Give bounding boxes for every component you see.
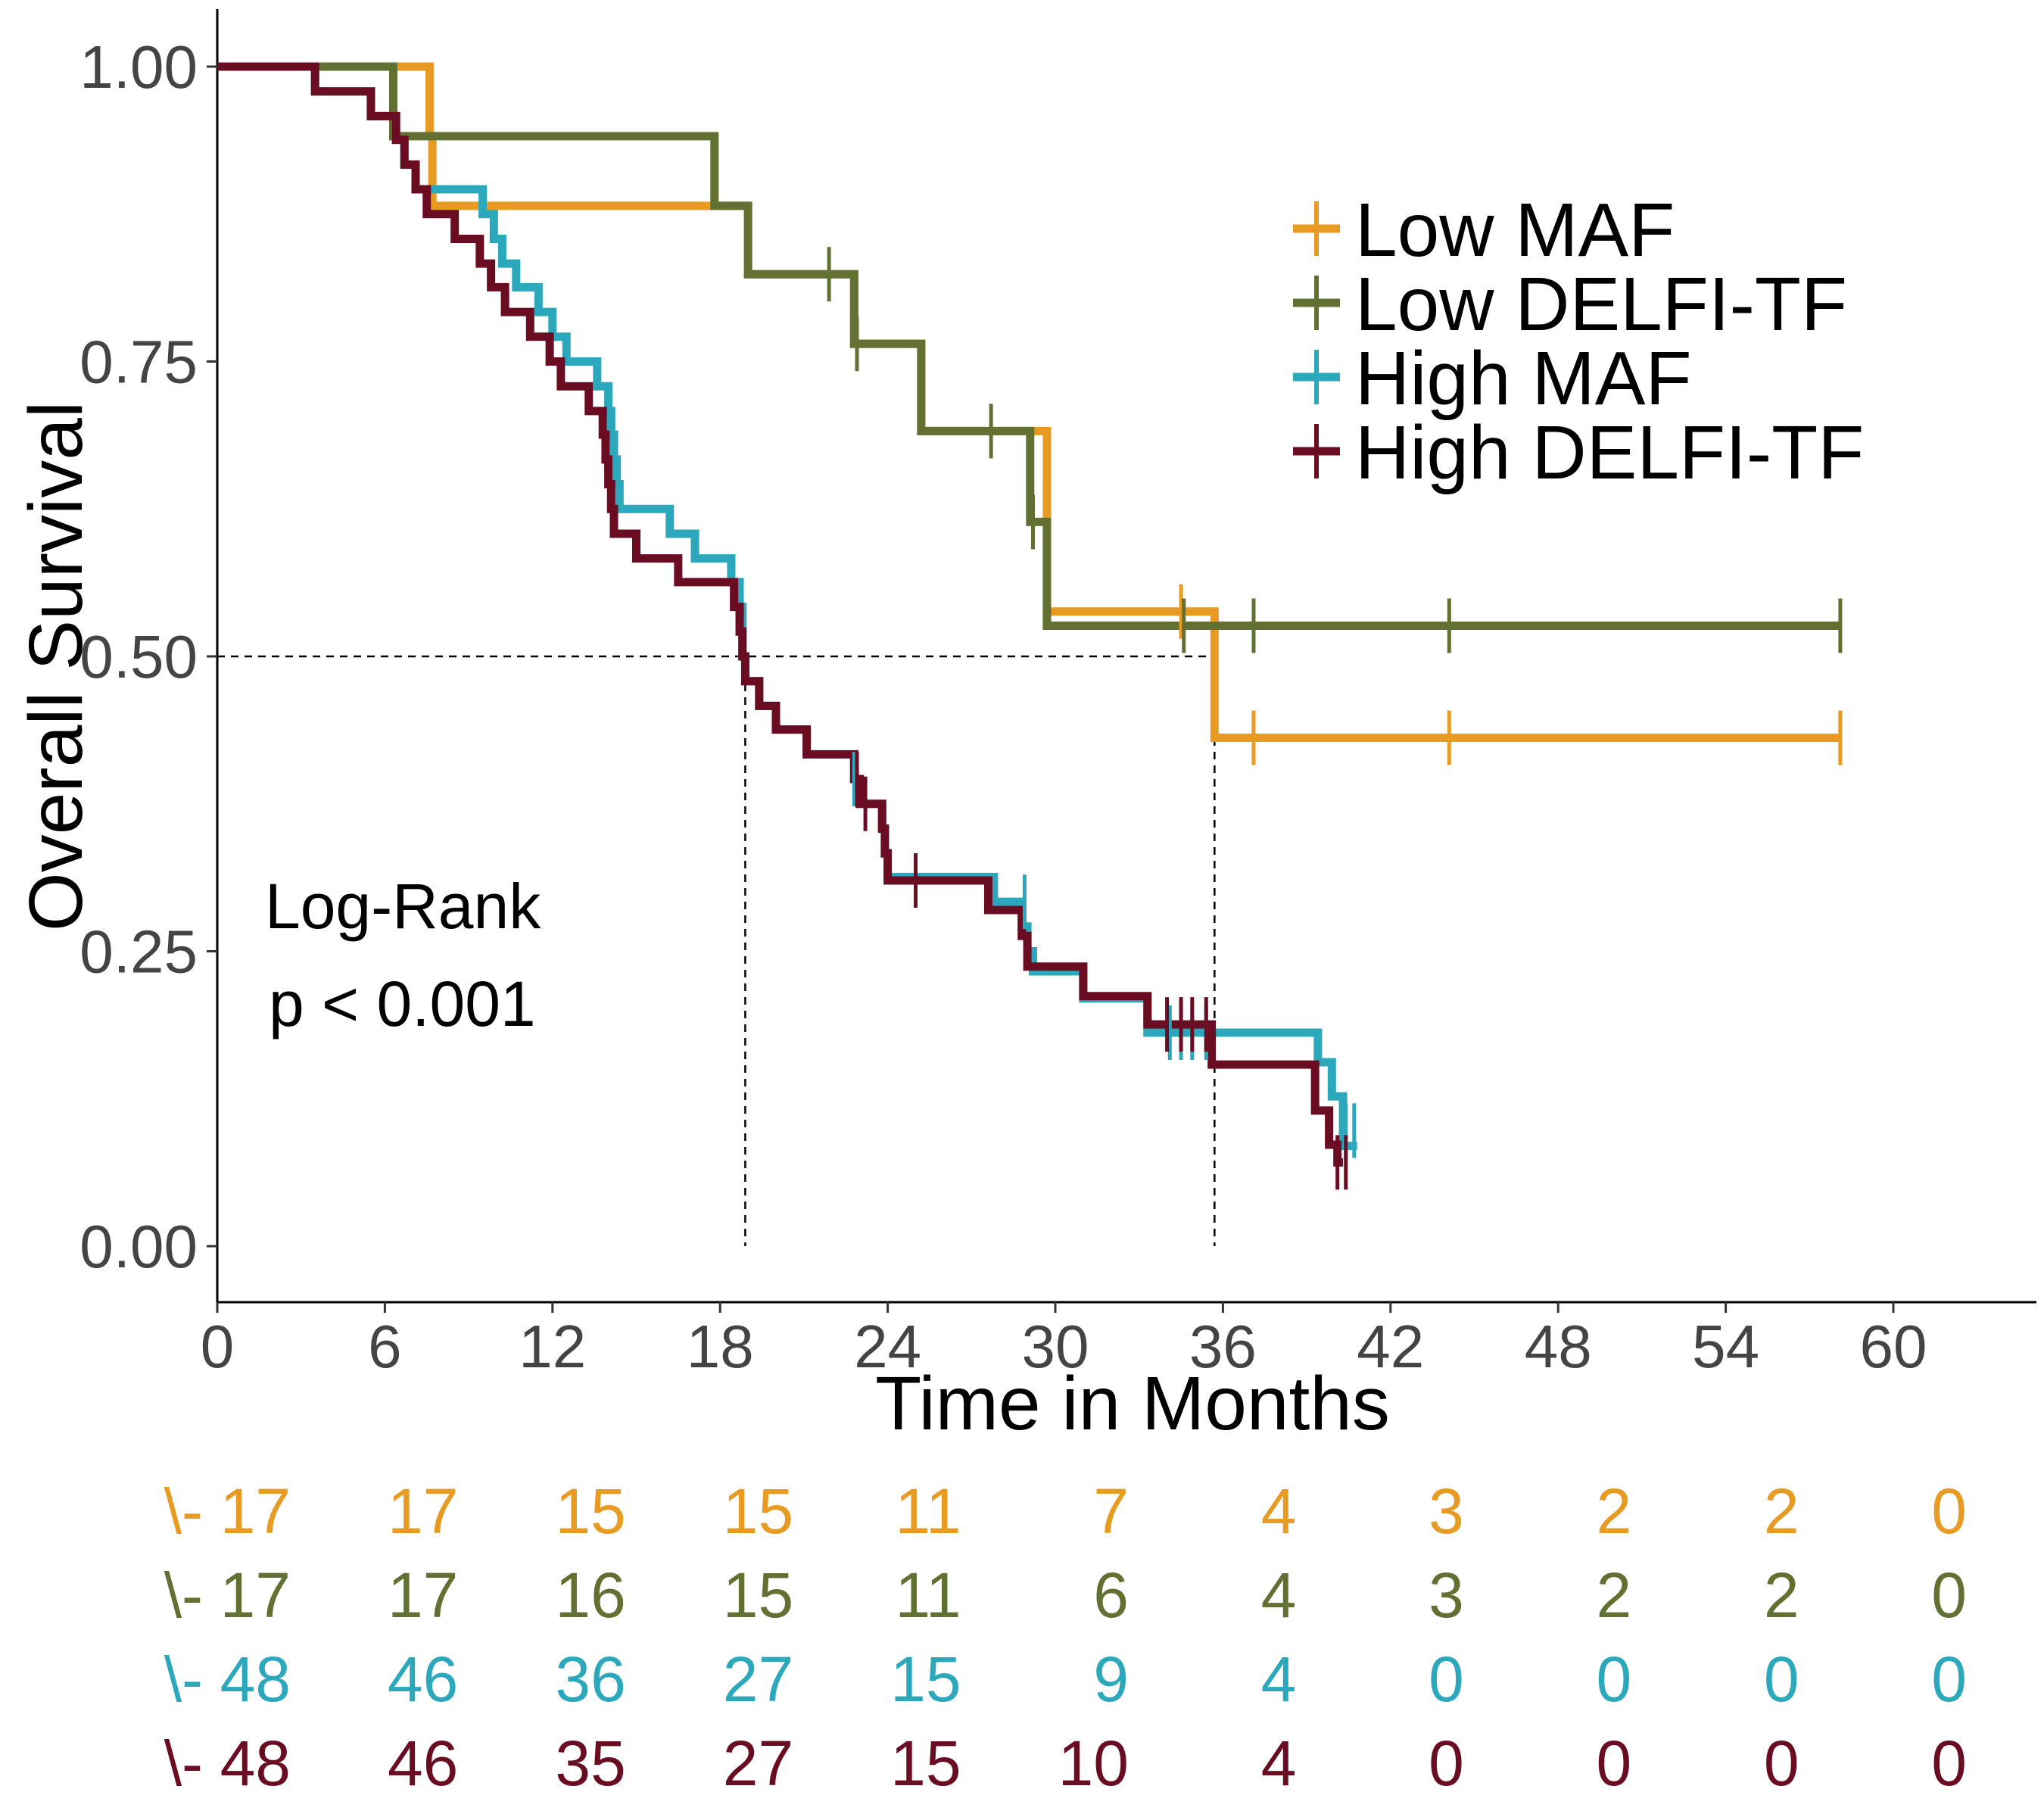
risk-count: 0 (1931, 1644, 1967, 1715)
risk-count: 9 (1093, 1644, 1129, 1715)
risk-row-label: \- (164, 1476, 203, 1547)
series-line-2 (217, 62, 1840, 630)
risk-count: 0 (1931, 1560, 1967, 1631)
risk-count: 0 (1429, 1644, 1464, 1715)
risk-count: 0 (1596, 1644, 1631, 1715)
x-tick-label: 60 (1860, 1313, 1927, 1380)
risk-count: 2 (1764, 1560, 1799, 1631)
risk-count: 4 (1261, 1476, 1297, 1547)
risk-count: 4 (1261, 1560, 1297, 1631)
risk-row-label: \- (164, 1560, 203, 1631)
risk-count: 2 (1596, 1560, 1631, 1631)
risk-count: 27 (723, 1644, 793, 1715)
series-line-4 (217, 62, 1344, 1167)
risk-count: 46 (388, 1644, 458, 1715)
risk-count: 0 (1596, 1728, 1631, 1799)
y-tick-label: 0.75 (79, 329, 198, 396)
risk-count: 27 (723, 1728, 793, 1799)
x-tick-label: 36 (1189, 1313, 1257, 1380)
risk-count: 48 (220, 1728, 291, 1799)
y-tick-label: 1.00 (79, 33, 198, 101)
y-axis-label: Overall Survival (14, 401, 98, 931)
legend-label: High DELFI-TF (1355, 410, 1864, 495)
x-tick-label: 42 (1357, 1313, 1424, 1380)
risk-count: 15 (890, 1728, 961, 1799)
risk-count: 2 (1596, 1476, 1631, 1547)
x-tick-label: 48 (1525, 1313, 1592, 1380)
x-tick-label: 0 (201, 1313, 235, 1380)
risk-count: 0 (1931, 1728, 1967, 1799)
risk-count: 15 (555, 1476, 625, 1547)
legend-label: Low DELFI-TF (1355, 262, 1847, 347)
y-tick-label: 0.50 (79, 623, 198, 690)
risk-count: 6 (1093, 1560, 1129, 1631)
x-tick-label: 54 (1692, 1313, 1759, 1380)
x-tick-label: 12 (519, 1313, 586, 1380)
risk-count: 0 (1429, 1728, 1464, 1799)
risk-count: 35 (555, 1728, 625, 1799)
log-rank-label: Log-Rank (265, 871, 541, 942)
risk-count: 10 (1058, 1728, 1129, 1799)
risk-count: 17 (388, 1476, 458, 1547)
risk-count: 3 (1429, 1476, 1464, 1547)
risk-count: 11 (895, 1560, 961, 1631)
risk-count: 36 (555, 1644, 625, 1715)
risk-count: 4 (1261, 1644, 1297, 1715)
x-tick-label: 6 (368, 1313, 402, 1380)
risk-count: 0 (1764, 1728, 1799, 1799)
x-tick-label: 30 (1022, 1313, 1089, 1380)
censor-marks (827, 247, 1843, 1190)
median-reference-lines (217, 655, 1216, 1246)
risk-count: 17 (388, 1560, 458, 1631)
y-tick-label: 0.00 (79, 1213, 198, 1280)
risk-count: 46 (388, 1728, 458, 1799)
risk-count: 11 (895, 1476, 961, 1547)
risk-count: 0 (1931, 1476, 1967, 1547)
risk-row-label: \- (164, 1728, 203, 1799)
legend-label: High MAF (1355, 336, 1692, 421)
x-axis-label: Time in Months (875, 1361, 1390, 1446)
risk-count: 17 (220, 1560, 291, 1631)
risk-count: 7 (1093, 1476, 1129, 1547)
legend-label: Low MAF (1355, 188, 1675, 273)
x-tick-label: 24 (854, 1313, 921, 1380)
risk-count: 15 (890, 1644, 961, 1715)
p-value-label: p < 0.001 (269, 968, 536, 1039)
x-tick-label: 18 (687, 1313, 754, 1380)
risk-count: 4 (1261, 1728, 1297, 1799)
risk-count: 15 (723, 1476, 793, 1547)
risk-count: 3 (1429, 1560, 1464, 1631)
risk-count: 2 (1764, 1476, 1799, 1547)
risk-count: 0 (1764, 1644, 1799, 1715)
y-tick-label: 0.25 (79, 918, 198, 986)
annotation: Log-Rank p < 0.001 (265, 871, 541, 1039)
risk-row-label: \- (164, 1644, 203, 1715)
survival-curves (217, 62, 1840, 1167)
risk-table: \- 17 17 15 15 11 7 4 3 2 2 0\- 17 17 16 15 11 6 4 3 2 2 0\- 48… (164, 1476, 1967, 1799)
axes: 0.00 0.25 0.50 0.75 1.00 0 6 12 18 24 30 36 42 48 54 60 (79, 9, 2036, 1380)
series-line-3 (217, 62, 1357, 1151)
risk-count: 15 (723, 1560, 793, 1631)
risk-count: 16 (555, 1560, 625, 1631)
risk-count: 17 (220, 1476, 291, 1547)
risk-count: 48 (220, 1644, 291, 1715)
